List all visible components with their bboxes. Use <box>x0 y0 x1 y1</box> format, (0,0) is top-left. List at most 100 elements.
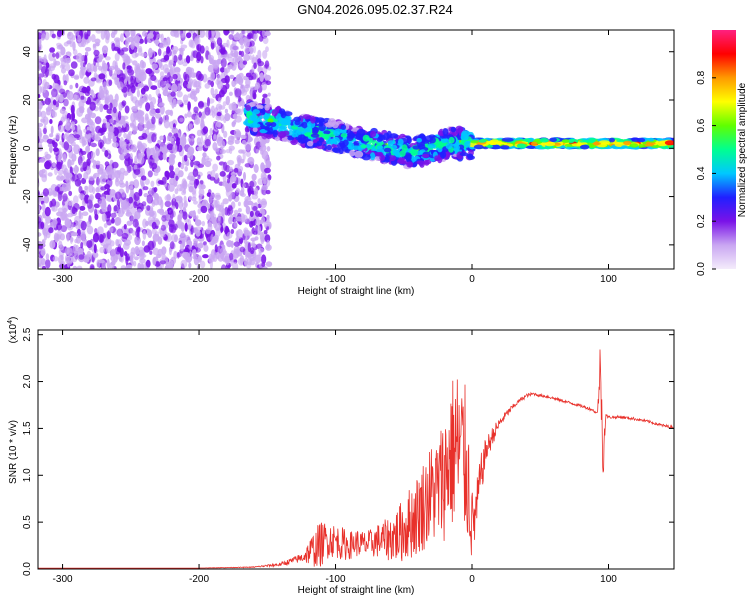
heatmap-noise-blob <box>191 245 195 250</box>
heatmap-noise-blob <box>75 222 81 230</box>
heatmap-noise-blob <box>181 202 188 208</box>
heatmap-noise-blob <box>201 156 206 166</box>
heatmap-noise-blob <box>38 62 42 72</box>
heatmap-noise-blob <box>32 135 37 142</box>
heatmap-noise-blob <box>196 70 202 81</box>
heatmap-noise-blob <box>177 144 183 153</box>
heatmap-noise-blob <box>216 37 223 46</box>
heatmap-noise-blob <box>152 233 160 242</box>
heatmap-noise-blob <box>33 175 36 181</box>
heatmap-noise-blob <box>173 223 178 231</box>
y-tick-label: 0.5 <box>22 515 33 529</box>
heatmap-noise-blob <box>155 88 160 97</box>
heatmap-noise-blob <box>164 210 168 215</box>
heatmap-noise-blob <box>222 101 227 107</box>
heatmap-noise-blob <box>220 54 228 59</box>
heatmap-noise-blob <box>215 133 221 144</box>
heatmap-noise-blob <box>138 188 143 197</box>
heatmap-noise-blob <box>169 177 176 186</box>
heatmap-noise-blob <box>90 77 97 82</box>
heatmap-noise-blob <box>215 121 222 128</box>
heatmap-noise-blob <box>207 97 210 107</box>
heatmap-noise-blob <box>194 219 202 227</box>
heatmap-noise-blob <box>104 150 109 157</box>
x-tick-label: -300 <box>53 274 73 285</box>
heatmap-noise-blob <box>229 61 235 69</box>
heatmap-noise-blob <box>220 264 227 269</box>
heatmap-x-axis-label: Height of straight line (km) <box>298 286 415 297</box>
heatmap-noise-blob <box>98 65 103 71</box>
heatmap-noise-blob <box>149 101 154 111</box>
heatmap-noise-blob <box>226 231 233 239</box>
heatmap-noise-blob <box>244 46 250 55</box>
heatmap-noise-blob <box>169 170 176 179</box>
heatmap-noise-blob <box>186 83 191 89</box>
heatmap-noise-blob <box>267 66 272 71</box>
heatmap-noise-blob <box>38 140 43 150</box>
heatmap-noise-blob <box>192 190 197 199</box>
heatmap-noise-blob <box>201 199 209 207</box>
heatmap-noise-blob <box>141 61 146 69</box>
heatmap-noise-blob <box>124 203 129 213</box>
heatmap-noise-blob <box>247 156 255 166</box>
heatmap-signal-blob <box>327 118 337 127</box>
snr-frame <box>37 329 675 570</box>
heatmap-signal-blob <box>424 160 430 166</box>
heatmap-noise-blob <box>151 63 158 69</box>
heatmap-noise-blob <box>171 46 179 53</box>
x-tick-label: -200 <box>189 274 209 285</box>
heatmap-noise-blob <box>115 120 123 129</box>
heatmap-signal-blob <box>379 154 386 161</box>
heatmap-noise-blob <box>64 247 70 255</box>
heatmap-noise-blob <box>74 238 79 244</box>
heatmap-noise-blob <box>108 79 113 86</box>
heatmap-noise-blob <box>151 133 157 143</box>
heatmap-noise-blob <box>163 119 170 129</box>
heatmap-noise-blob <box>207 222 212 228</box>
heatmap-signal-blob <box>621 145 629 149</box>
heatmap-noise-blob <box>242 151 246 161</box>
heatmap-noise-blob <box>195 226 202 231</box>
heatmap-noise-blob <box>153 187 158 193</box>
heatmap-noise-blob <box>156 253 162 259</box>
heatmap-noise-blob <box>198 100 205 109</box>
heatmap-noise-blob <box>152 257 157 266</box>
heatmap-noise-blob <box>68 69 75 77</box>
heatmap-noise-blob <box>85 145 90 153</box>
heatmap-signal-blob <box>470 140 479 144</box>
heatmap-noise-blob <box>168 59 174 66</box>
heatmap-noise-blob <box>267 92 271 97</box>
heatmap-noise-blob <box>125 255 129 266</box>
heatmap-noise-blob <box>70 121 76 127</box>
heatmap-noise-blob <box>240 134 247 139</box>
heatmap-noise-blob <box>179 243 184 252</box>
colorbar-tick-label: 0.8 <box>696 70 707 84</box>
heatmap-noise-blob <box>38 189 39 192</box>
heatmap-noise-blob <box>73 144 81 155</box>
heatmap-noise-blob <box>148 209 155 218</box>
heatmap-noise-blob <box>198 79 202 89</box>
heatmap-noise-blob <box>187 137 191 142</box>
heatmap-noise-blob <box>34 187 37 195</box>
heatmap-noise-blob <box>111 168 117 173</box>
heatmap-noise-blob <box>164 170 169 177</box>
heatmap-noise-blob <box>65 57 71 64</box>
heatmap-noise-blob <box>247 200 254 206</box>
heatmap-noise-blob <box>83 128 87 133</box>
heatmap-noise-blob <box>155 108 161 114</box>
heatmap-noise-blob <box>127 69 135 76</box>
heatmap-noise-blob <box>105 165 113 176</box>
heatmap-signal-blob <box>549 137 557 143</box>
heatmap-noise-blob <box>263 177 271 188</box>
heatmap-noise-blob <box>216 155 221 161</box>
heatmap-noise-blob <box>199 260 206 269</box>
heatmap-noise-blob <box>249 180 255 188</box>
heatmap-noise-blob <box>132 218 139 228</box>
heatmap-signal-blob <box>326 144 333 151</box>
heatmap-signal-blob <box>283 111 293 117</box>
heatmap-noise-blob <box>60 175 65 181</box>
heatmap-signal-blob <box>544 141 556 147</box>
heatmap-noise-blob <box>60 211 68 221</box>
heatmap-signal-blob <box>387 155 396 162</box>
